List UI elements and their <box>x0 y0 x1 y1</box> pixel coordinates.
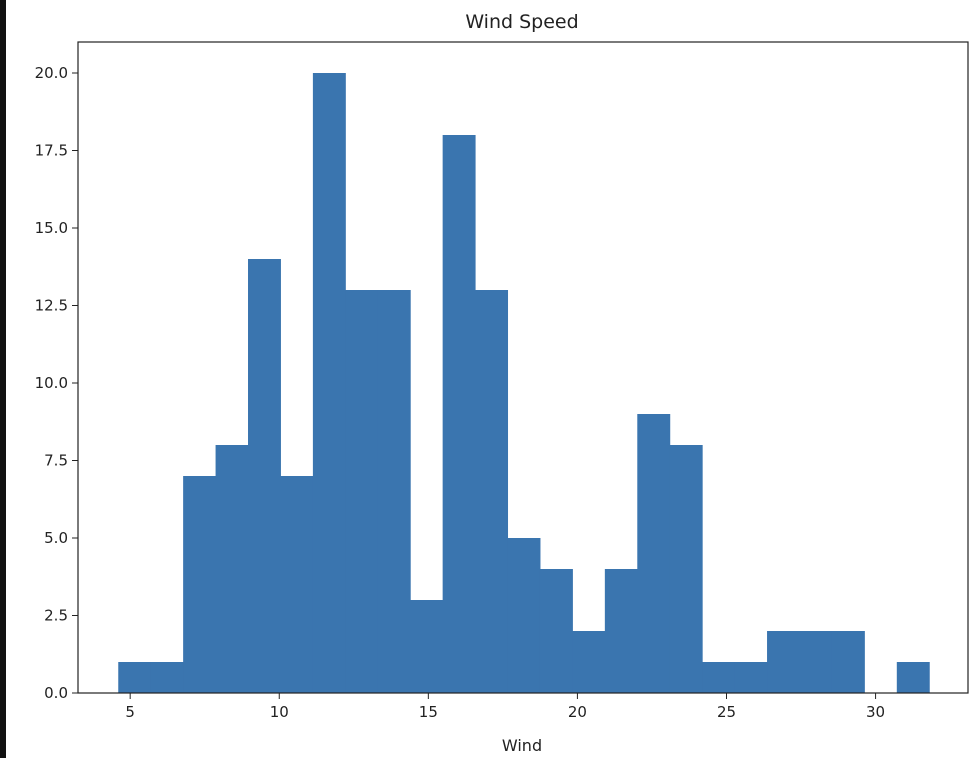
histogram-bar <box>410 600 444 693</box>
histogram-bar <box>345 290 379 693</box>
bars <box>118 73 930 693</box>
histogram-bar <box>572 631 606 693</box>
x-tick-label: 30 <box>866 703 885 721</box>
window-left-border <box>0 0 6 758</box>
histogram-bar <box>183 476 217 693</box>
x-axis: 5 10 15 20 25 30 <box>125 693 885 721</box>
histogram-bar <box>280 476 314 693</box>
histogram-bar <box>312 73 346 693</box>
y-tick-label: 10.0 <box>35 374 68 392</box>
x-tick-label: 10 <box>270 703 289 721</box>
histogram-bar <box>896 662 930 693</box>
x-tick-label: 20 <box>568 703 587 721</box>
histogram-bar <box>669 445 703 693</box>
histogram-bar <box>604 569 638 693</box>
x-tick-label: 25 <box>717 703 736 721</box>
y-tick-label: 5.0 <box>44 529 68 547</box>
histogram-bar <box>831 631 865 693</box>
y-tick-label: 20.0 <box>35 64 68 82</box>
histogram-bar <box>702 662 736 693</box>
histogram-bar <box>442 135 476 693</box>
histogram-bar <box>150 662 184 693</box>
histogram-bar <box>637 414 671 693</box>
x-axis-label: Wind <box>502 736 542 755</box>
x-tick-label: 5 <box>125 703 135 721</box>
histogram-bar <box>475 290 509 693</box>
x-tick-label: 15 <box>419 703 438 721</box>
y-tick-label: 12.5 <box>35 297 68 315</box>
plot-frame <box>77 41 969 694</box>
y-tick-label: 7.5 <box>44 452 68 470</box>
chart-title: Wind Speed <box>465 11 578 33</box>
histogram-bar <box>507 538 541 693</box>
y-axis: 0.0 2.5 5.0 7.5 10.0 12.5 15.0 17.5 20.0 <box>35 64 78 702</box>
y-tick-label: 2.5 <box>44 607 68 625</box>
y-tick-label: 15.0 <box>35 219 68 237</box>
histogram-bar <box>377 290 411 693</box>
histogram-bar <box>799 631 833 693</box>
histogram-bar <box>118 662 152 693</box>
histogram-bar <box>215 445 249 693</box>
histogram-bar <box>248 259 281 693</box>
histogram-bar <box>734 662 768 693</box>
histogram-bar <box>767 631 800 693</box>
y-tick-label: 0.0 <box>44 684 68 702</box>
histogram-bar <box>539 569 573 693</box>
y-tick-label: 17.5 <box>35 142 68 160</box>
